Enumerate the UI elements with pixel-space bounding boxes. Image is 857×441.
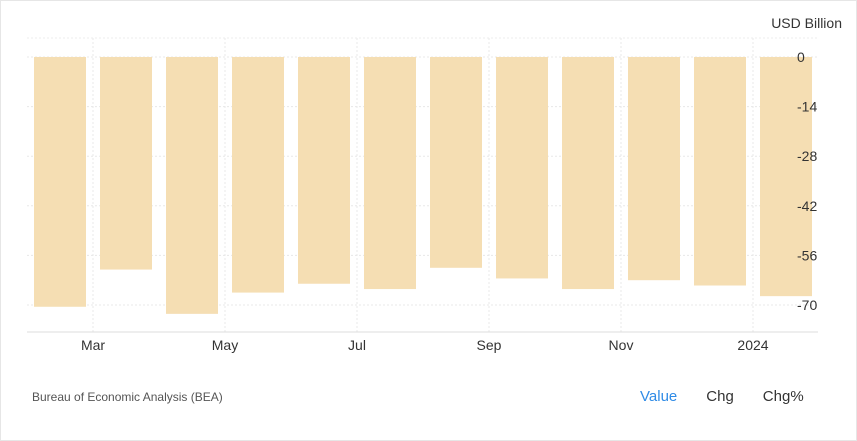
- y-tick-label: -28: [797, 148, 817, 164]
- unit-label: USD Billion: [771, 15, 842, 31]
- bar-2024: [760, 57, 812, 297]
- bar-nov: [628, 57, 680, 281]
- y-tick-label: -70: [797, 297, 817, 313]
- bar-jul: [364, 57, 416, 290]
- y-tick-label: -14: [797, 99, 817, 115]
- bar-dec: [694, 57, 746, 286]
- x-tick-label: May: [212, 337, 238, 353]
- tab-value[interactable]: Value: [640, 388, 678, 405]
- y-tick-label: -42: [797, 198, 817, 214]
- bar-may: [232, 57, 284, 293]
- bar-mar: [100, 57, 152, 270]
- bar-feb: [34, 57, 86, 307]
- bar-jun: [298, 57, 350, 284]
- bar-sep: [496, 57, 548, 279]
- x-tick-label: Jul: [348, 337, 366, 353]
- source-label: Bureau of Economic Analysis (BEA): [32, 390, 223, 404]
- bar-apr: [166, 57, 218, 314]
- bar-oct: [562, 57, 614, 290]
- x-tick-label: Nov: [609, 337, 634, 353]
- tab-chg-percent[interactable]: Chg%: [762, 388, 804, 405]
- y-tick-label: -56: [797, 247, 817, 263]
- bars-layer: [34, 57, 812, 314]
- view-tabs: Value Chg Chg%: [640, 388, 804, 405]
- y-tick-label: 0: [797, 49, 805, 65]
- y-axis-ticks: 0 -14 -28 -42 -56 -70: [797, 49, 817, 313]
- x-tick-label: 2024: [737, 337, 768, 353]
- bar-aug: [430, 57, 482, 268]
- x-tick-label: Mar: [81, 337, 105, 353]
- x-tick-label: Sep: [477, 337, 502, 353]
- tab-chg[interactable]: Chg: [706, 388, 734, 405]
- grid-layer: [27, 37, 818, 333]
- x-axis-ticks: Mar May Jul Sep Nov 2024: [81, 337, 769, 353]
